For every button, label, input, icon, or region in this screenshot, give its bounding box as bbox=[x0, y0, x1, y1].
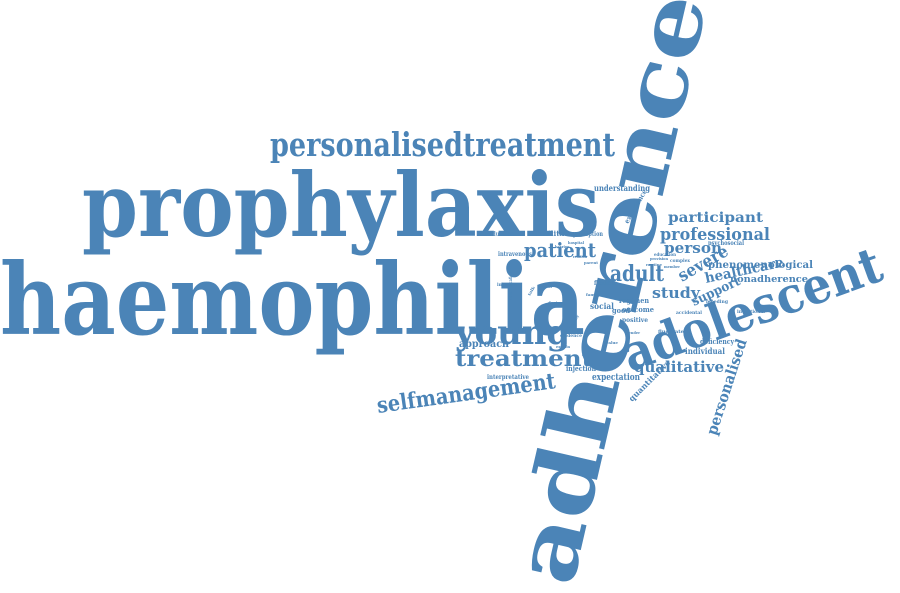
word-education: education bbox=[654, 252, 676, 258]
word-interpretative: interpretative bbox=[487, 374, 529, 381]
word-treatment: treatment bbox=[455, 346, 594, 372]
word-positive: positive bbox=[622, 317, 648, 324]
word-evidence: evidence bbox=[560, 333, 582, 339]
word-talk: talk bbox=[527, 285, 536, 296]
word-hospital: hospital bbox=[568, 240, 584, 245]
word-barrier: barrier bbox=[555, 244, 570, 249]
word-personalisedtreatment: personalisedtreatment bbox=[270, 125, 616, 164]
word-nonadherence: nonadherence bbox=[730, 275, 808, 285]
word-person: person bbox=[664, 239, 722, 257]
word-member: member bbox=[664, 264, 681, 269]
word-social: social bbox=[590, 301, 614, 311]
word-flexible: flexible bbox=[594, 280, 616, 287]
word-facilitator: facilitator bbox=[536, 229, 576, 238]
word-good: good bbox=[612, 306, 630, 315]
word-outcome: outcome bbox=[622, 305, 655, 314]
word-qualitative: qualitative bbox=[634, 358, 724, 376]
word-approach: approach bbox=[459, 339, 510, 350]
word-introduction: introduction bbox=[478, 231, 515, 238]
word-school: school bbox=[538, 284, 552, 289]
word-fluctuate: fluctuate bbox=[658, 329, 684, 335]
word-explain: explain bbox=[556, 344, 570, 349]
word-regimen: regimen bbox=[619, 296, 649, 305]
word-accidental: accidental bbox=[676, 310, 702, 316]
word-professional: professional bbox=[660, 225, 770, 245]
word-haemophilia: haemophilia bbox=[0, 243, 585, 358]
word-doctor: doctor bbox=[548, 300, 563, 305]
word-injection: injection bbox=[566, 364, 596, 373]
word-deficiency: deficiency bbox=[700, 337, 735, 346]
word-adult: adult bbox=[610, 261, 665, 287]
word-intentional: intentional bbox=[737, 309, 765, 315]
word-provision: provision bbox=[650, 256, 668, 261]
word-study: study bbox=[652, 284, 701, 302]
word-participant: participant bbox=[668, 210, 764, 226]
word-perception: perception bbox=[573, 231, 604, 238]
word-individual: individual bbox=[685, 346, 725, 356]
word-family: family bbox=[586, 292, 601, 297]
word-routine: routine bbox=[646, 262, 662, 267]
word-relation: relation bbox=[573, 254, 587, 259]
word-bleeding: bleeding bbox=[706, 299, 728, 305]
word-young: young bbox=[454, 313, 570, 353]
word-parent: parent bbox=[584, 260, 598, 265]
word-intravenous: intravenous bbox=[498, 251, 533, 258]
word-interview: interview bbox=[497, 282, 520, 288]
word-gender: gender bbox=[626, 330, 641, 335]
word-understanding: understanding bbox=[594, 183, 650, 193]
word-complex: complex bbox=[670, 258, 691, 264]
word-value: value bbox=[605, 340, 618, 345]
word-patient: patient bbox=[524, 238, 597, 262]
word-expectation: expectation bbox=[592, 373, 640, 383]
word-psychosocial: psychosocial bbox=[708, 240, 745, 247]
word-identity: identity bbox=[569, 313, 581, 328]
word-communication: communication bbox=[508, 272, 514, 300]
word-prophylaxis: prophylaxis bbox=[82, 153, 600, 257]
word-phenomenological: phenomenological bbox=[708, 260, 813, 271]
